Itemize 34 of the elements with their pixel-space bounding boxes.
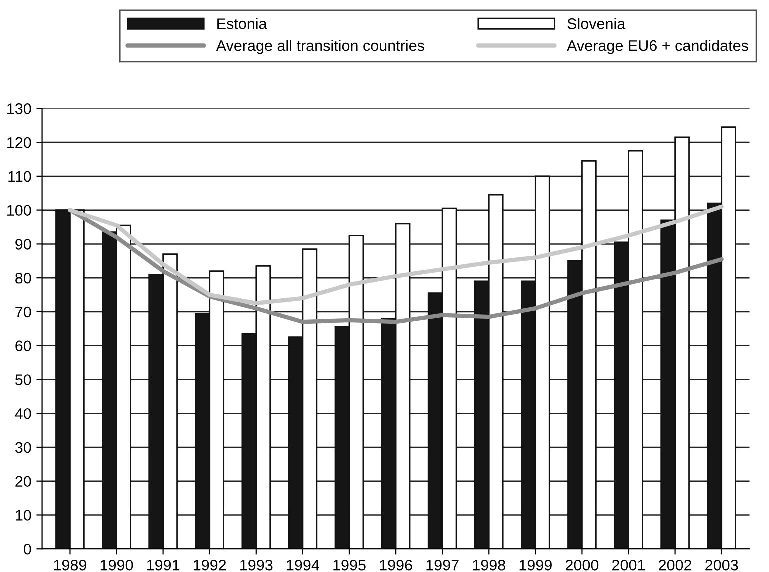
x-tick-label: 1992 [194,560,226,571]
x-tick-label: 2002 [659,560,692,571]
x-tick-label: 2003 [706,560,738,571]
x-tick-label: 1996 [380,560,412,571]
x-tick-label: 1999 [520,560,552,571]
x-tick-label: 1995 [334,560,366,571]
y-tick-label: 0 [24,544,32,555]
y-tick-label: 130 [8,104,32,114]
x-tick-label: 1994 [287,560,320,571]
y-tick-label: 120 [8,137,32,148]
legend-label: Average all transition countries [216,40,424,54]
legend-label: Estonia [218,18,268,30]
legend-label: Slovenia [568,18,626,30]
legend-label: Average EU6 + candidates [567,40,748,54]
y-tick-label: 20 [16,476,32,488]
y-tick-label: 60 [16,340,32,352]
y-tick-label: 70 [16,306,32,318]
y-tick-label: 10 [16,510,32,521]
y-tick-label: 90 [16,239,32,250]
x-tick-label: 2000 [566,560,599,571]
x-tick-label: 1989 [54,560,86,571]
line-series [68,204,724,306]
x-tick-label: 1997 [426,560,459,571]
x-tick-label: 2001 [612,560,646,571]
y-tick-label: 40 [15,408,32,420]
x-tick-label: 1993 [240,560,273,571]
y-tick-label: 80 [16,272,32,284]
y-tick-label: 50 [16,374,32,386]
x-tick-label: 1990 [100,560,134,571]
y-tick-label: 110 [8,171,32,182]
y-tick-label: 30 [15,442,32,454]
x-tick-label: 1998 [473,560,506,571]
y-tick-label: 100 [8,205,32,216]
x-tick-label: 1991 [147,560,180,571]
